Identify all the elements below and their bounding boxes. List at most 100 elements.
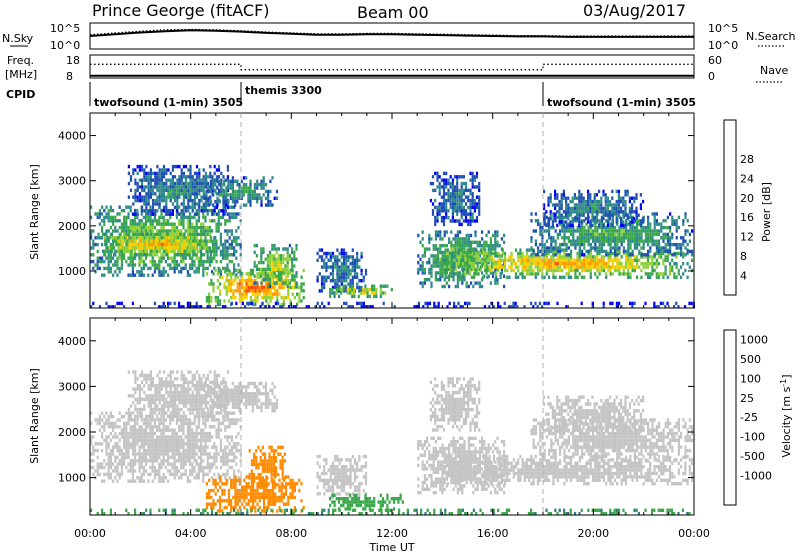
heatmap-cell <box>600 242 603 247</box>
heatmap-cell <box>604 213 607 217</box>
heatmap-cell <box>167 168 170 172</box>
heatmap-cell <box>644 239 647 243</box>
heatmap-cell <box>582 196 585 200</box>
heatmap-cell <box>584 199 587 204</box>
heatmap-cell <box>101 205 104 209</box>
heatmap-cell <box>264 203 268 207</box>
heatmap-cell <box>438 192 441 196</box>
heatmap-cell <box>173 266 176 271</box>
heatmap-cell <box>138 259 141 264</box>
heatmap-cell <box>217 175 221 179</box>
heatmap-cell <box>191 178 194 182</box>
heatmap-cell <box>570 225 573 230</box>
heatmap-cell <box>134 198 137 203</box>
heatmap-cell <box>136 253 139 257</box>
heatmap-cell <box>262 250 265 255</box>
heatmap-cell <box>132 195 135 199</box>
heatmap-cell <box>260 267 263 272</box>
heatmap-cell <box>611 262 614 266</box>
heatmap-cell <box>90 411 93 415</box>
heatmap-cell <box>123 452 126 456</box>
heatmap-cell <box>587 249 590 254</box>
heatmap-cell <box>602 265 606 269</box>
heatmap-cell <box>684 268 687 273</box>
heatmap-cell <box>521 275 524 279</box>
heatmap-cell <box>587 203 590 207</box>
heatmap-cell <box>595 203 598 207</box>
cpid-segment-label: twofsound (1-min) 3505 <box>94 96 243 109</box>
heatmap-cell <box>321 301 324 306</box>
heatmap-cell <box>660 225 663 230</box>
heatmap-cell <box>136 428 139 432</box>
heatmap-cell <box>565 246 568 250</box>
heatmap-cell <box>131 428 134 432</box>
heatmap-cell <box>162 232 165 237</box>
heatmap-cell <box>131 256 134 260</box>
heatmap-cell <box>368 287 371 292</box>
heatmap-cell <box>539 225 542 230</box>
heatmap-cell <box>142 469 145 473</box>
heatmap-cell <box>175 225 178 230</box>
heatmap-cell <box>530 255 533 259</box>
heatmap-cell <box>134 249 137 254</box>
heatmap-cell <box>171 195 174 199</box>
heatmap-cell <box>545 268 548 273</box>
heatmap-cell <box>195 175 199 179</box>
heatmap-cell <box>143 168 146 172</box>
heatmap-cell <box>556 268 559 273</box>
heatmap-cell <box>440 178 443 182</box>
heatmap-cell <box>572 225 575 230</box>
heatmap-cell <box>640 246 643 250</box>
heatmap-cell <box>149 431 152 436</box>
heatmap-cell <box>653 219 656 223</box>
heatmap-cell <box>260 247 263 251</box>
heatmap-cell <box>584 210 587 214</box>
heatmap-cell <box>189 195 192 199</box>
heatmap-cell <box>145 205 148 210</box>
heatmap-cell <box>219 292 222 296</box>
heatmap-cell <box>105 301 108 306</box>
heatmap-cell <box>454 264 457 268</box>
heatmap-cell <box>160 178 163 182</box>
heatmap-cell <box>271 292 274 296</box>
heatmap-cell <box>439 244 442 248</box>
heatmap-cell <box>668 268 672 273</box>
heatmap-cell <box>318 272 321 276</box>
heatmap-cell <box>545 249 548 254</box>
heatmap-cell <box>145 438 148 443</box>
heatmap-cell <box>550 246 553 250</box>
heatmap-cell <box>462 205 465 210</box>
heatmap-cell <box>145 242 149 247</box>
heatmap-cell <box>622 239 625 243</box>
heatmap-cell <box>249 179 252 183</box>
heatmap-cell <box>231 183 234 187</box>
heatmap-cell <box>436 215 439 220</box>
heatmap-cell <box>127 438 130 443</box>
heatmap-cell <box>150 246 153 250</box>
heatmap-cell <box>569 199 572 204</box>
heatmap-cell <box>539 229 542 233</box>
heatmap-cell <box>662 246 665 250</box>
heatmap-cell <box>617 213 620 217</box>
heatmap-cell <box>120 455 123 460</box>
heatmap-cell <box>437 301 440 306</box>
heatmap-cell <box>193 192 196 196</box>
heatmap-cell <box>123 435 126 439</box>
heatmap-cell <box>224 219 227 223</box>
heatmap-cell <box>245 282 248 286</box>
heatmap-cell <box>467 222 470 227</box>
heatmap-cell <box>156 175 159 179</box>
heatmap-cell <box>202 209 205 213</box>
heatmap-cell <box>226 212 229 216</box>
heatmap-cell <box>167 249 171 253</box>
heatmap-cell <box>241 282 244 286</box>
heatmap-cell <box>447 195 450 199</box>
heatmap-cell <box>550 258 553 262</box>
heatmap-cell <box>639 206 642 211</box>
heatmap-cell <box>230 232 233 237</box>
heatmap-cell <box>145 253 149 257</box>
heatmap-cell <box>450 244 453 248</box>
heatmap-cell <box>464 301 467 306</box>
heatmap-cell <box>206 256 209 260</box>
